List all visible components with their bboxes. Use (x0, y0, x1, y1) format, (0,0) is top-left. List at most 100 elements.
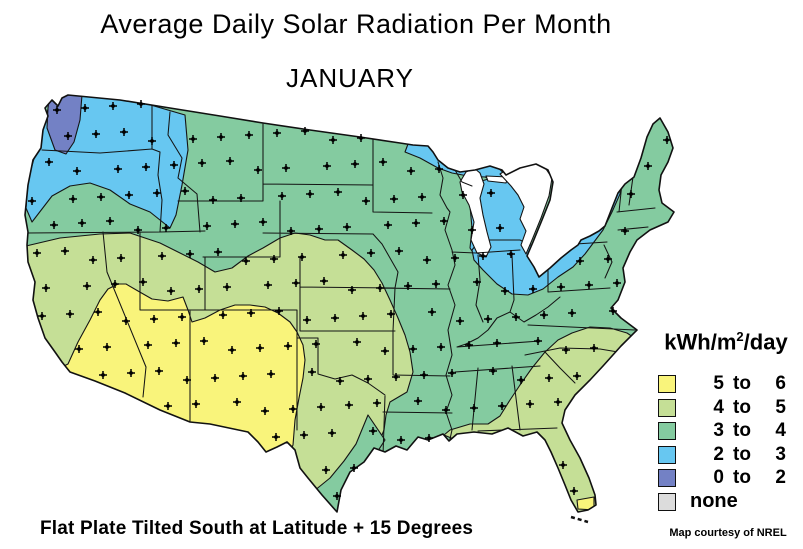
station-marker (158, 252, 166, 260)
station-marker (627, 190, 635, 198)
station-marker (428, 308, 436, 316)
station-marker (557, 283, 565, 291)
station-marker (75, 345, 83, 353)
station-marker (254, 166, 262, 174)
station-marker (345, 401, 353, 409)
station-marker (397, 436, 405, 444)
station-marker (379, 158, 387, 166)
station-marker (284, 342, 292, 350)
legend-row: 4 to 5 (650, 396, 802, 420)
station-marker (387, 310, 395, 318)
station-marker (150, 315, 158, 323)
station-marker (109, 102, 117, 110)
station-marker (493, 339, 501, 347)
station-marker (78, 219, 86, 227)
station-marker (261, 407, 269, 415)
station-marker (198, 159, 206, 167)
station-marker (479, 252, 487, 260)
station-marker (287, 227, 295, 235)
station-marker (139, 278, 147, 286)
station-marker (409, 345, 417, 353)
station-marker (211, 374, 219, 382)
station-marker (69, 195, 77, 203)
station-marker (178, 313, 186, 321)
station-marker (83, 282, 91, 290)
station-marker (167, 287, 175, 295)
station-marker (334, 188, 342, 196)
station-marker (275, 307, 283, 315)
station-marker (423, 256, 431, 264)
station-marker (92, 130, 100, 138)
station-marker (272, 433, 280, 441)
station-marker (267, 370, 275, 378)
station-marker (456, 317, 464, 325)
station-marker (373, 399, 381, 407)
credit: Map courtesy of NREL (669, 527, 787, 539)
station-marker (233, 398, 241, 406)
station-marker (195, 285, 203, 293)
station-marker (242, 257, 250, 265)
station-marker (256, 344, 264, 352)
legend-label: 2 to 3 (713, 443, 786, 465)
station-marker (540, 311, 548, 319)
station-marker (89, 256, 97, 264)
station-marker (50, 221, 58, 229)
legend-title: kWh/m2/day (664, 329, 788, 355)
station-marker (125, 191, 133, 199)
station-marker (425, 434, 433, 442)
station-markers (28, 100, 671, 500)
station-marker (155, 367, 163, 375)
station-marker (273, 129, 281, 137)
station-marker (470, 404, 478, 412)
station-marker (384, 221, 392, 229)
legend-label: 3 to 4 (713, 420, 786, 442)
station-marker (189, 135, 197, 143)
station-marker (162, 224, 170, 232)
station-marker (392, 373, 400, 381)
station-marker (308, 368, 316, 376)
station-marker (534, 337, 542, 345)
florida-keys (570, 515, 589, 524)
station-marker (164, 402, 172, 410)
station-marker (333, 492, 341, 500)
caption: Flat Plate Tilted South at Latitude + 15… (40, 518, 474, 539)
station-marker (663, 136, 671, 144)
station-marker (226, 157, 234, 165)
station-marker (320, 277, 328, 285)
station-marker (181, 187, 189, 195)
station-marker (644, 162, 652, 170)
station-marker (33, 249, 41, 257)
station-marker (306, 190, 314, 198)
station-marker (442, 406, 450, 414)
station-marker (292, 279, 300, 287)
station-marker (64, 132, 72, 140)
station-marker (590, 344, 598, 352)
station-marker (99, 371, 107, 379)
station-marker (289, 405, 297, 413)
station-marker (103, 343, 111, 351)
station-marker (214, 248, 222, 256)
station-marker (73, 167, 81, 175)
station-marker (322, 466, 330, 474)
station-marker (323, 162, 331, 170)
station-marker (420, 371, 428, 379)
station-marker (369, 427, 377, 435)
station-marker (407, 167, 415, 175)
station-marker (339, 251, 347, 259)
legend-label: 5 to 6 (713, 373, 786, 395)
station-marker (395, 247, 403, 255)
station-marker (367, 249, 375, 257)
station-marker (134, 226, 142, 234)
station-marker (81, 104, 89, 112)
legend-swatch (658, 422, 676, 441)
station-marker (28, 197, 36, 205)
station-marker (38, 312, 46, 320)
lake-mackinac-strait (485, 175, 509, 184)
station-marker (576, 257, 584, 265)
us-outline (24, 94, 675, 513)
station-marker (613, 279, 621, 287)
station-marker (473, 278, 481, 286)
legend-row: 3 to 4 (650, 419, 802, 443)
station-marker (336, 377, 344, 385)
station-marker (183, 376, 191, 384)
